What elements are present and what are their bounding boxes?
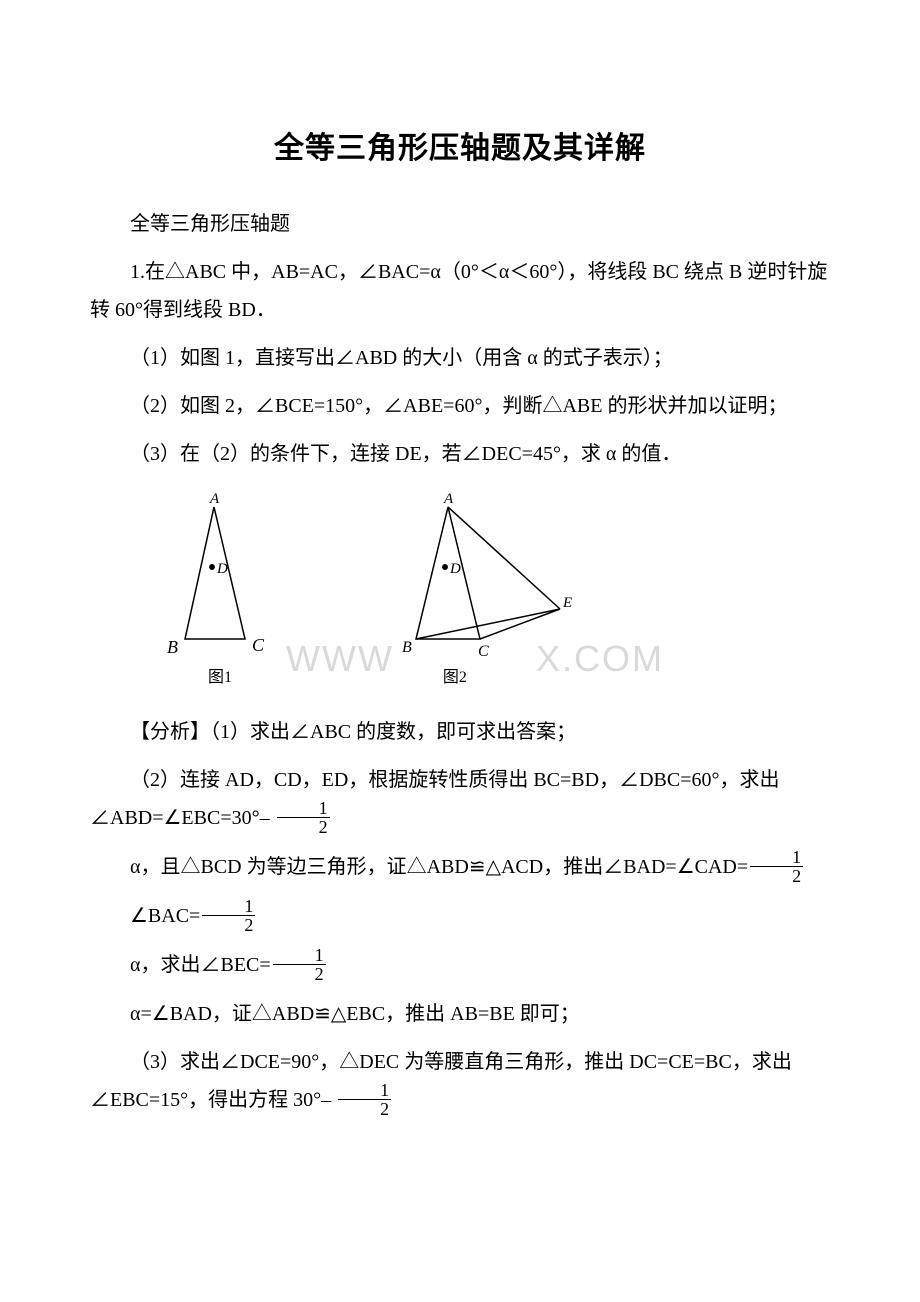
fig2-label-a: A <box>443 491 454 507</box>
fraction-half-3: 12 <box>202 897 255 934</box>
figure-1: A D B C 图1 <box>160 489 280 693</box>
analysis-1-text: （1）求出∠ABC 的度数，即可求出答案； <box>210 721 576 743</box>
question-1: （1）如图 1，直接写出∠ABD 的大小（用含 α 的式子表示）； <box>90 339 830 377</box>
analysis-2c-text: ∠BAC= <box>130 905 200 927</box>
fig2-label-b: B <box>402 639 412 656</box>
analysis-3a: （3）求出∠DCE=90°，△DEC 为等腰直角三角形，推出 DC=CE=BC，… <box>90 1043 830 1120</box>
fig1-label-b: B <box>167 637 178 657</box>
fig2-label-e: E <box>562 595 572 611</box>
page-title: 全等三角形压轴题及其详解 <box>90 120 830 177</box>
fig2-label-c: C <box>478 643 489 659</box>
subtitle: 全等三角形压轴题 <box>90 205 830 243</box>
analysis-2a: （2）连接 AD，CD，ED，根据旋转性质得出 BC=BD，∠DBC=60°，求… <box>90 761 830 838</box>
fraction-half-2: 12 <box>750 848 803 885</box>
analysis-label: 【分析】 <box>130 721 210 743</box>
question-2-line1: （2）如图 2，∠BCE=150°，∠ABE=60°，判断△ABE 的形状并加以… <box>90 387 830 425</box>
fig1-label-a: A <box>209 491 220 507</box>
fraction-half-5: 12 <box>338 1081 391 1118</box>
figure-1-caption: 图1 <box>160 663 280 693</box>
analysis-2d-text: α，求出∠BEC= <box>130 954 271 976</box>
analysis-2b-text: α，且△BCD 为等边三角形，证△ABD≌△ACD，推出∠BAD=∠CAD= <box>130 856 748 878</box>
analysis-2b: α，且△BCD 为等边三角形，证△ABD≌△ACD，推出∠BAD=∠CAD=12 <box>90 848 830 887</box>
analysis-2a-text: （2）连接 AD，CD，ED，根据旋转性质得出 BC=BD，∠DBC=60°，求… <box>90 769 779 829</box>
analysis-3a-text: （3）求出∠DCE=90°，△DEC 为等腰直角三角形，推出 DC=CE=BC，… <box>90 1051 792 1111</box>
analysis-2d: α，求出∠BEC=12 <box>90 946 830 985</box>
problem-stem: 1.在△ABC 中，AB=AC，∠BAC=α（0°＜α＜60°），将线段 BC … <box>90 253 830 329</box>
fraction-half-4: 12 <box>273 946 326 983</box>
fig2-label-d: D <box>449 561 461 577</box>
figures-row: A D B C 图1 WWW A D B C E 图2 X.COM <box>160 489 830 693</box>
watermark-right-wrap: X.COM <box>530 625 664 693</box>
fig1-label-c: C <box>252 635 265 655</box>
fraction-half-1: 12 <box>277 799 330 836</box>
analysis-2e: α=∠BAD，证△ABD≌△EBC，推出 AB=BE 即可； <box>90 995 830 1033</box>
watermark-right: X.COM <box>536 625 664 693</box>
analysis-2c: ∠BAC=12 <box>90 897 830 936</box>
fig1-label-d: D <box>216 561 228 577</box>
question-3: （3）在（2）的条件下，连接 DE，若∠DEC=45°，求 α 的值． <box>90 435 830 473</box>
analysis-1: 【分析】（1）求出∠ABC 的度数，即可求出答案； <box>90 713 830 751</box>
